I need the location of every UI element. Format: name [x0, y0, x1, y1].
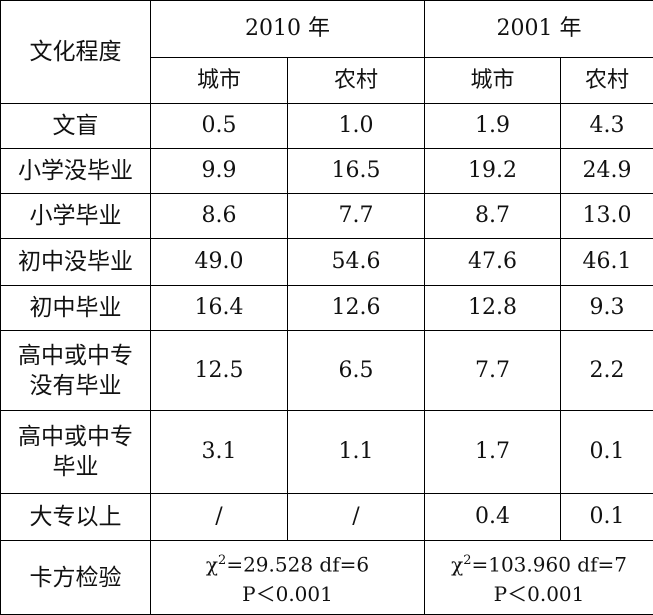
sub-header: 城市 — [425, 58, 561, 104]
value-cell: 4.3 — [561, 104, 653, 149]
value-cell: 7.7 — [288, 194, 425, 239]
value-cell: 12.5 — [151, 331, 288, 411]
chi-symbol: χ — [206, 552, 218, 576]
value-cell: 13.0 — [561, 194, 653, 239]
value-cell: 2.2 — [561, 331, 653, 411]
value-cell: 12.8 — [425, 286, 561, 331]
header-cell: 文化程度 — [1, 1, 151, 104]
chi-stat: =29.528 df=6 — [226, 552, 369, 576]
value-cell: 1.0 — [288, 104, 425, 149]
chi-stat: =103.960 df=7 — [471, 552, 627, 576]
row-label-line: 没有毕业 — [30, 373, 122, 399]
value-cell: 8.6 — [151, 194, 288, 239]
sub-header: 城市 — [151, 58, 288, 104]
row-label-line: 小学毕业 — [30, 203, 122, 229]
row-label: 文盲 — [1, 104, 151, 149]
value-cell: 8.7 — [425, 194, 561, 239]
row-label: 大专以上 — [1, 494, 151, 541]
value-cell: 7.7 — [425, 331, 561, 411]
row-label: 卡方检验 — [1, 541, 151, 615]
row-label-line: 高中或中专 — [18, 424, 133, 450]
value-cell: 54.6 — [288, 239, 425, 286]
value-cell: 12.6 — [288, 286, 425, 331]
value-cell: 47.6 — [425, 239, 561, 286]
sub-header: 农村 — [561, 58, 653, 104]
row-label-line: 小学没毕业 — [18, 158, 133, 184]
value-cell: / — [151, 494, 288, 541]
value-cell: 19.2 — [425, 149, 561, 194]
row-label-line: 高中或中专 — [18, 343, 133, 369]
row-label-line: 文盲 — [53, 113, 99, 139]
value-cell: 9.3 — [561, 286, 653, 331]
value-cell: 6.5 — [288, 331, 425, 411]
row-label: 小学没毕业 — [1, 149, 151, 194]
value-cell: 1.1 — [288, 411, 425, 494]
value-cell: 0.1 — [561, 411, 653, 494]
value-cell: 16.4 — [151, 286, 288, 331]
row-label: 高中或中专毕业 — [1, 411, 151, 494]
value-cell: 9.9 — [151, 149, 288, 194]
group-header: 2010 年 — [151, 1, 425, 58]
header-row: 文化程度 2010 年 2001 年 — [1, 1, 653, 58]
value-cell: 0.4 — [425, 494, 561, 541]
chi-symbol: χ — [451, 552, 463, 576]
group-header: 2001 年 — [425, 1, 653, 58]
value-cell: 46.1 — [561, 239, 653, 286]
sub-header: 农村 — [288, 58, 425, 104]
row-label-line: 初中毕业 — [30, 295, 122, 321]
value-cell: 24.9 — [561, 149, 653, 194]
value-cell: 0.1 — [561, 494, 653, 541]
value-cell: / — [288, 494, 425, 541]
row-label: 初中没毕业 — [1, 239, 151, 286]
row-label-line: 毕业 — [53, 454, 99, 480]
row-label: 高中或中专没有毕业 — [1, 331, 151, 411]
value-cell: 16.5 — [288, 149, 425, 194]
value-cell: 3.1 — [151, 411, 288, 494]
row-label-line: 大专以上 — [30, 504, 122, 530]
p-value: P＜0.001 — [242, 582, 333, 606]
value-cell: 49.0 — [151, 239, 288, 286]
p-value: P＜0.001 — [494, 582, 585, 606]
row-label: 小学毕业 — [1, 194, 151, 239]
row-label-line: 初中没毕业 — [18, 249, 133, 275]
value-cell: 0.5 — [151, 104, 288, 149]
value-cell: 1.7 — [425, 411, 561, 494]
value-cell: 1.9 — [425, 104, 561, 149]
row-label: 初中毕业 — [1, 286, 151, 331]
